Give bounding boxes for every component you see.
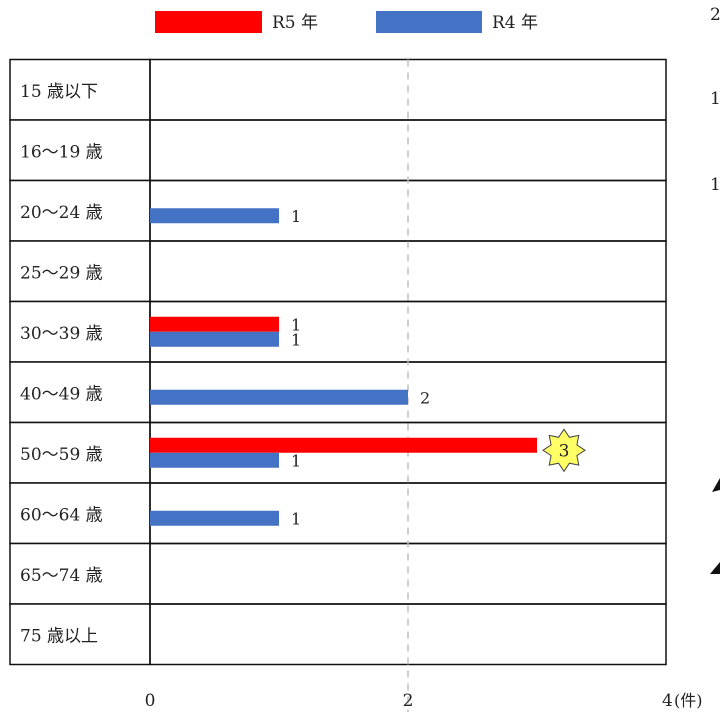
legend-swatch-1 — [376, 11, 482, 33]
bar-r5 — [150, 316, 279, 332]
category-label: 40〜49 歳 — [20, 384, 103, 404]
data-label: 1 — [291, 315, 301, 334]
clipped-edge-text: 1 — [710, 89, 720, 109]
bar-r4 — [150, 331, 279, 347]
x-tick-label: 0 — [145, 691, 156, 711]
x-axis: 0 2 4 (件) — [145, 691, 703, 711]
category-cell — [9, 421, 151, 484]
data-label: 1 — [291, 451, 301, 470]
clipped-edge-text: 2 — [710, 5, 720, 25]
legend-swatch-0 — [155, 11, 262, 33]
bar-r4 — [150, 208, 279, 224]
category-cell — [9, 300, 151, 363]
bar-r5 — [150, 437, 537, 453]
category-cell — [9, 179, 151, 242]
category-label: 15 歳以下 — [20, 82, 98, 102]
category-label: 65〜74 歳 — [20, 566, 103, 586]
category-rows: 15 歳以下 16〜19 歳 20〜24 歳 25〜29 歳 30〜39 歳 40〜49 … — [9, 58, 667, 666]
data-label: 2 — [420, 388, 430, 407]
highlight-star — [542, 428, 586, 473]
legend-label-0: R5 年 — [272, 13, 318, 33]
x-tick-label: 2 — [403, 691, 414, 711]
data-label: 1 — [291, 509, 301, 528]
category-cell — [9, 119, 151, 182]
bar-r4 — [150, 452, 279, 468]
category-cell — [9, 542, 151, 605]
legend-label-1: R4 年 — [492, 13, 538, 33]
right-edge-clipped: 2 1 1 — [710, 5, 720, 574]
category-label: 16〜19 歳 — [20, 142, 103, 162]
data-label: 1 — [291, 207, 301, 226]
x-axis-unit: (件) — [674, 691, 703, 710]
category-label: 50〜59 歳 — [20, 445, 103, 465]
category-label: 60〜64 歳 — [20, 505, 103, 525]
category-label: 25〜29 歳 — [20, 263, 103, 283]
data-label: 1 — [291, 330, 301, 349]
category-label: 20〜24 歳 — [20, 203, 103, 223]
data-label: 3 — [559, 441, 570, 461]
category-label: 30〜39 歳 — [20, 324, 103, 344]
category-cell — [9, 240, 151, 303]
category-label: 75 歳以上 — [20, 626, 98, 646]
legend: R5 年 R4 年 — [155, 11, 538, 33]
clipped-edge-text: 1 — [710, 175, 720, 195]
bar-r4 — [150, 389, 408, 405]
category-cell — [9, 361, 151, 424]
bar-r4 — [150, 510, 279, 526]
category-cell — [9, 58, 151, 121]
category-cell — [9, 482, 151, 545]
clipped-arrow-shape — [710, 562, 720, 574]
category-cell — [9, 603, 151, 666]
x-tick-label: 4 — [662, 691, 673, 711]
clipped-arrow-shape — [712, 478, 720, 492]
